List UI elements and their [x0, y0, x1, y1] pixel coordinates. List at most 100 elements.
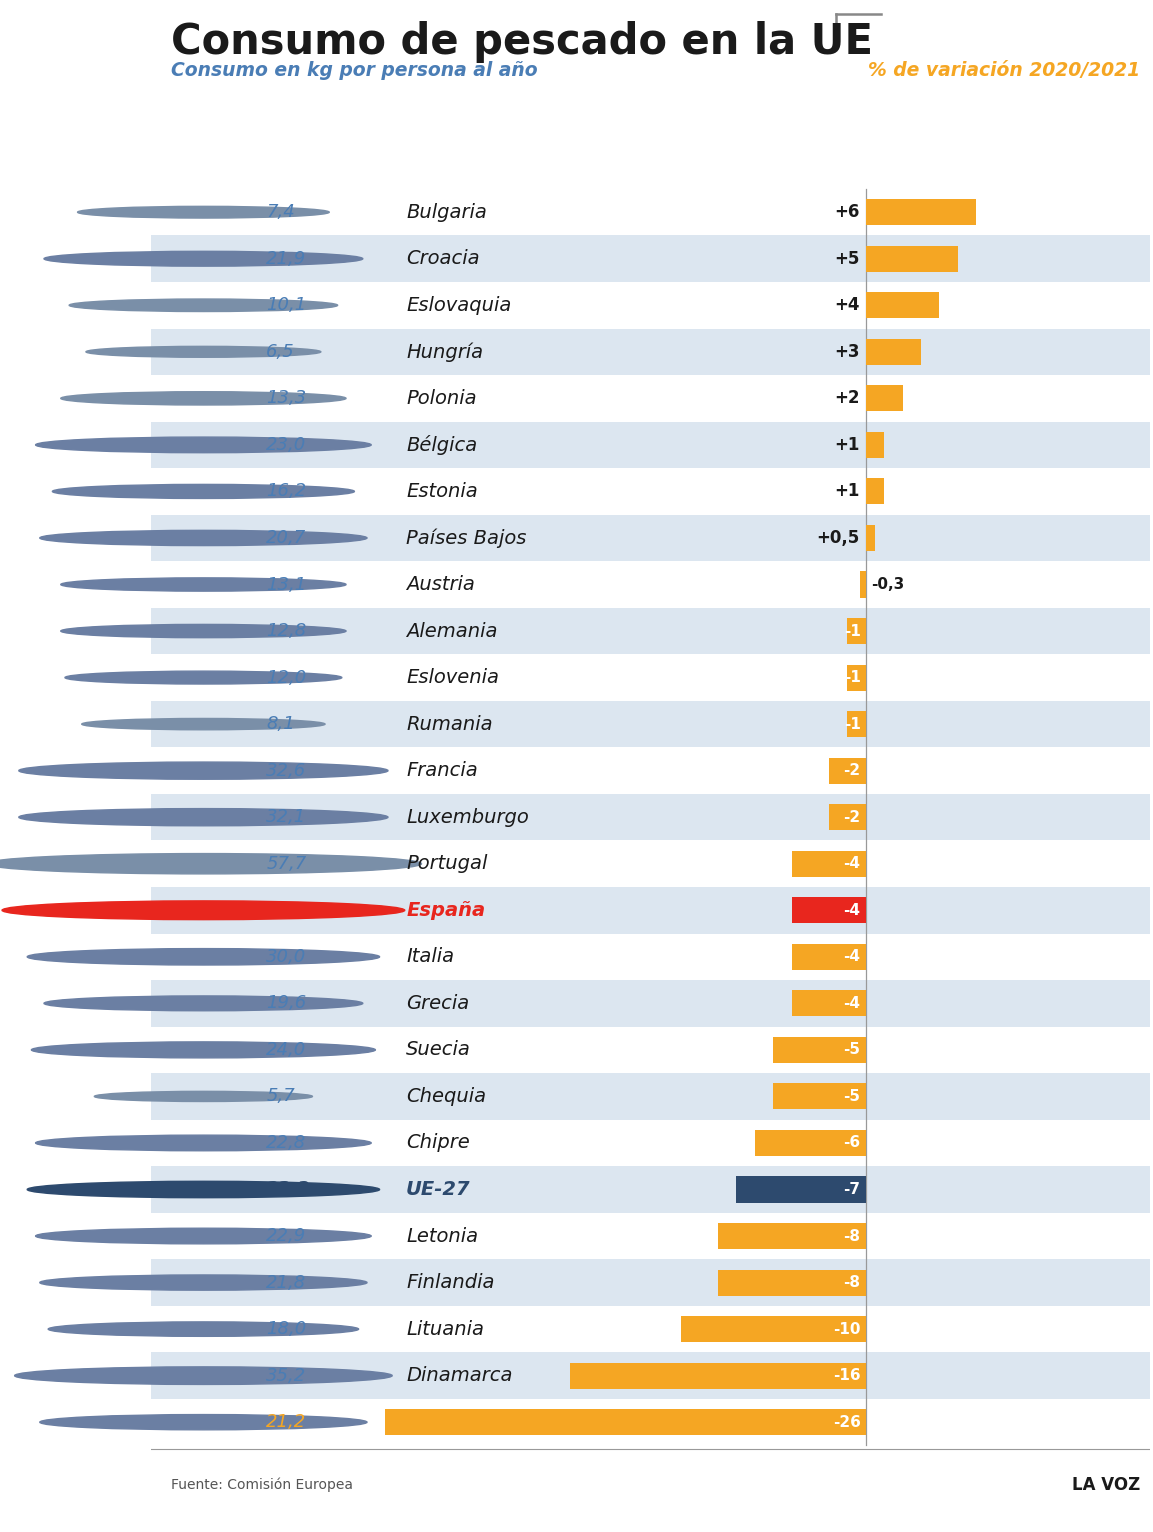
Text: Croacia: Croacia: [406, 250, 480, 268]
Text: 6,5: 6,5: [266, 343, 295, 362]
Text: -10: -10: [834, 1322, 860, 1336]
Bar: [866, 199, 977, 225]
Bar: [151, 421, 1151, 469]
Text: +4: +4: [834, 296, 860, 314]
Bar: [151, 328, 1151, 375]
Text: Bulgaria: Bulgaria: [406, 202, 487, 222]
Text: Finlandia: Finlandia: [406, 1273, 495, 1291]
Text: Fuente: Comisión Europea: Fuente: Comisión Europea: [172, 1478, 354, 1492]
Text: 7,4: 7,4: [266, 204, 295, 221]
Text: 57,7: 57,7: [266, 855, 307, 873]
Text: % de variación 2020/2021: % de variación 2020/2021: [868, 61, 1140, 80]
Bar: [847, 711, 866, 737]
Circle shape: [61, 578, 346, 591]
Text: 21,9: 21,9: [266, 250, 307, 268]
Circle shape: [18, 761, 387, 780]
Bar: [570, 1362, 866, 1388]
Bar: [151, 469, 1151, 515]
Bar: [151, 608, 1151, 654]
Text: +6: +6: [835, 204, 860, 221]
Bar: [151, 700, 1151, 748]
Bar: [151, 282, 1151, 328]
Text: -6: -6: [844, 1135, 860, 1151]
Text: 22,8: 22,8: [266, 1134, 307, 1152]
Text: 5,7: 5,7: [266, 1088, 295, 1106]
Bar: [792, 850, 866, 876]
Text: Letonia: Letonia: [406, 1227, 478, 1246]
Text: -16: -16: [832, 1368, 860, 1383]
Text: -4: -4: [844, 950, 860, 964]
Text: 21,2: 21,2: [266, 1413, 307, 1431]
Circle shape: [86, 346, 321, 357]
Bar: [755, 1131, 866, 1157]
Text: 12,0: 12,0: [266, 668, 307, 686]
Bar: [151, 933, 1151, 980]
Text: Alemania: Alemania: [406, 622, 498, 640]
Text: -5: -5: [844, 1089, 860, 1105]
Text: Consumo en kg por persona al año: Consumo en kg por persona al año: [172, 61, 538, 80]
Bar: [151, 1166, 1151, 1213]
Circle shape: [15, 1367, 392, 1385]
Text: 32,1: 32,1: [266, 809, 307, 826]
Circle shape: [65, 671, 341, 683]
Text: Italia: Italia: [406, 947, 454, 967]
Text: 22,9: 22,9: [266, 1227, 307, 1246]
Text: -5: -5: [844, 1042, 860, 1057]
Text: 44,2: 44,2: [266, 901, 310, 919]
Bar: [847, 617, 866, 643]
Bar: [680, 1316, 866, 1342]
Text: Francia: Francia: [406, 761, 477, 780]
Circle shape: [40, 1275, 367, 1290]
Text: -4: -4: [844, 902, 860, 918]
Bar: [866, 478, 884, 504]
Bar: [151, 1213, 1151, 1259]
Bar: [151, 654, 1151, 700]
Text: -1: -1: [844, 624, 860, 639]
Bar: [151, 887, 1151, 933]
Text: 32,6: 32,6: [266, 761, 307, 780]
Bar: [151, 561, 1151, 608]
Text: 16,2: 16,2: [266, 483, 307, 501]
Bar: [151, 515, 1151, 561]
Circle shape: [61, 625, 346, 637]
Circle shape: [40, 1414, 367, 1429]
Bar: [866, 293, 940, 319]
Bar: [151, 980, 1151, 1026]
Bar: [737, 1177, 866, 1203]
Text: 21,8: 21,8: [266, 1273, 307, 1291]
Bar: [151, 188, 1151, 236]
Text: 23,0: 23,0: [266, 437, 307, 453]
Bar: [774, 1037, 866, 1063]
Text: Lituania: Lituania: [406, 1319, 484, 1339]
Bar: [151, 1353, 1151, 1399]
Text: Suecia: Suecia: [406, 1040, 472, 1060]
Circle shape: [36, 1135, 371, 1151]
Text: 35,2: 35,2: [266, 1367, 307, 1385]
Text: 18,0: 18,0: [266, 1321, 307, 1337]
Bar: [792, 898, 866, 924]
Text: -7: -7: [844, 1183, 860, 1196]
Text: 13,1: 13,1: [266, 576, 307, 593]
Bar: [151, 375, 1151, 421]
Bar: [866, 339, 921, 365]
Text: -2: -2: [844, 763, 860, 778]
Bar: [151, 841, 1151, 887]
Circle shape: [40, 530, 367, 545]
Text: Austria: Austria: [406, 574, 475, 594]
Circle shape: [44, 251, 363, 267]
Bar: [792, 944, 866, 970]
Bar: [151, 1072, 1151, 1120]
Text: -2: -2: [844, 810, 860, 824]
Text: -4: -4: [844, 996, 860, 1011]
Bar: [866, 386, 903, 412]
Text: 30,0: 30,0: [266, 948, 307, 965]
Circle shape: [36, 437, 371, 453]
Circle shape: [28, 948, 379, 965]
Circle shape: [31, 1042, 376, 1059]
Text: -4: -4: [844, 856, 860, 872]
Circle shape: [36, 1229, 371, 1244]
Circle shape: [95, 1091, 312, 1102]
Text: +1: +1: [835, 483, 860, 501]
Bar: [151, 1026, 1151, 1072]
Text: Luxemburgo: Luxemburgo: [406, 807, 529, 827]
